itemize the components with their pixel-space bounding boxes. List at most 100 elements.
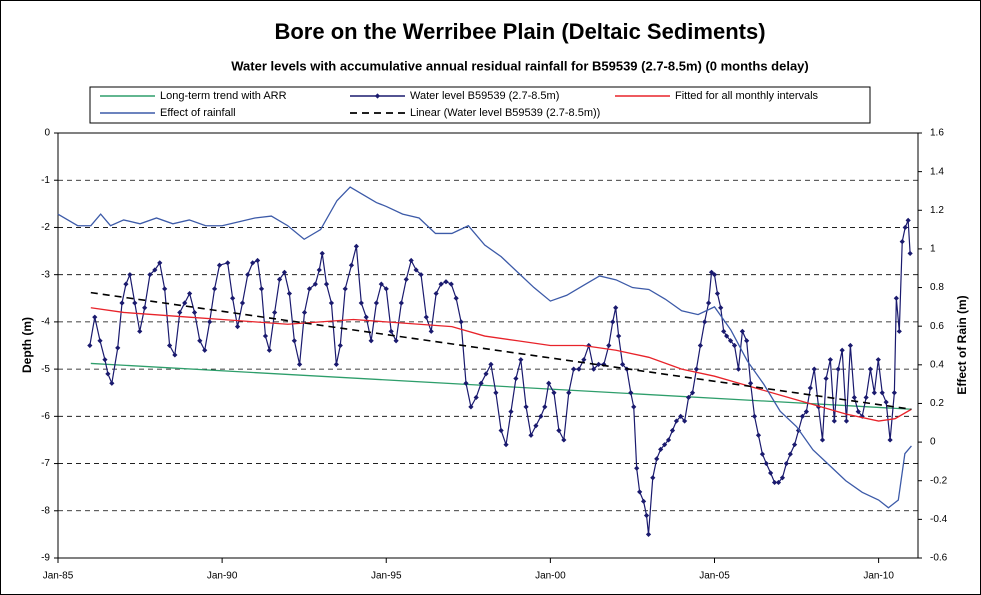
data-point xyxy=(783,460,789,467)
data-point xyxy=(453,295,459,301)
data-point xyxy=(142,305,148,311)
data-point xyxy=(779,475,786,481)
data-point xyxy=(839,347,845,353)
data-point xyxy=(368,338,374,344)
data-point xyxy=(202,347,208,353)
data-point xyxy=(538,413,544,419)
data-point xyxy=(693,366,700,372)
x-tick-label: Jan-90 xyxy=(207,571,238,582)
y-axis-label: Depth (m) xyxy=(20,317,34,373)
data-point xyxy=(306,286,313,292)
data-point xyxy=(433,290,439,297)
data-point xyxy=(438,281,444,287)
y-tick-label: -2 xyxy=(41,222,50,233)
data-point xyxy=(875,357,881,363)
data-point xyxy=(718,305,724,311)
data-point xyxy=(172,352,178,358)
chart-title: Bore on the Werribee Plain (Deltaic Sedi… xyxy=(274,19,765,44)
x-tick-label: Jan-85 xyxy=(43,571,74,582)
data-point xyxy=(714,290,721,297)
data-point xyxy=(123,281,129,287)
data-point xyxy=(883,399,889,405)
data-point xyxy=(665,437,672,443)
data-point xyxy=(353,243,359,249)
data-point xyxy=(556,427,562,434)
series-line xyxy=(90,307,912,422)
x-tick-label: Jan-05 xyxy=(699,571,730,582)
series-line xyxy=(57,186,912,509)
data-point xyxy=(216,262,223,268)
data-point xyxy=(328,300,335,306)
data-point xyxy=(458,319,464,325)
data-point xyxy=(428,328,434,334)
data-point xyxy=(546,380,552,386)
data-point xyxy=(654,456,660,462)
y-tick-label: -9 xyxy=(41,553,50,564)
data-point xyxy=(907,250,913,257)
y2-tick-label: 0.2 xyxy=(930,398,944,409)
data-point xyxy=(191,309,198,316)
data-point xyxy=(281,269,288,275)
data-point xyxy=(225,260,231,266)
data-point xyxy=(581,357,587,363)
data-point xyxy=(847,342,853,349)
data-point xyxy=(230,295,236,301)
data-point xyxy=(751,413,758,419)
data-point xyxy=(119,300,125,306)
y2-tick-label: -0.2 xyxy=(930,475,948,486)
data-point xyxy=(596,361,602,367)
data-point xyxy=(383,286,389,292)
data-point xyxy=(724,333,730,339)
data-point xyxy=(258,286,265,292)
plot-area xyxy=(57,132,919,559)
data-point xyxy=(891,390,897,396)
data-point xyxy=(115,345,121,351)
data-point xyxy=(373,300,379,306)
data-point xyxy=(272,309,278,316)
data-point xyxy=(601,361,607,367)
data-point xyxy=(658,446,664,452)
data-point xyxy=(388,328,394,334)
data-point xyxy=(152,267,158,273)
y-tick-label: -3 xyxy=(41,269,50,280)
data-point xyxy=(286,290,293,297)
data-point xyxy=(488,361,494,367)
chart-subtitle: Water levels with accumulative annual re… xyxy=(231,58,809,73)
data-point xyxy=(443,279,449,285)
data-point xyxy=(234,324,241,330)
data-point xyxy=(393,338,399,344)
data-point xyxy=(835,366,841,372)
data-point xyxy=(312,281,318,287)
data-point xyxy=(503,442,509,448)
data-point xyxy=(498,427,504,434)
data-point xyxy=(591,366,597,372)
data-point xyxy=(266,347,272,353)
data-point xyxy=(348,262,355,268)
y2-tick-label: 1.4 xyxy=(930,166,944,177)
data-point xyxy=(423,314,429,320)
data-point xyxy=(606,342,612,349)
data-point xyxy=(879,390,885,396)
data-point xyxy=(337,342,343,349)
data-point xyxy=(408,257,414,264)
y2-tick-label: -0.6 xyxy=(930,553,948,564)
data-point xyxy=(855,409,861,415)
data-point xyxy=(513,375,519,382)
y2-tick-label: 1.2 xyxy=(930,205,944,216)
data-point xyxy=(523,404,529,410)
data-point xyxy=(177,309,183,316)
data-point xyxy=(739,328,745,334)
data-point xyxy=(637,489,643,495)
data-point xyxy=(245,272,251,278)
y2-tick-label: -0.4 xyxy=(930,514,948,525)
data-point xyxy=(899,239,905,245)
data-point xyxy=(207,319,213,325)
legend-label: Long-term trend with ARR xyxy=(160,90,287,102)
data-point xyxy=(239,300,246,306)
data-point xyxy=(685,394,692,401)
data-point xyxy=(887,437,893,443)
data-point xyxy=(650,475,656,481)
data-point xyxy=(157,260,163,266)
data-point xyxy=(775,479,782,486)
data-point xyxy=(342,286,348,292)
